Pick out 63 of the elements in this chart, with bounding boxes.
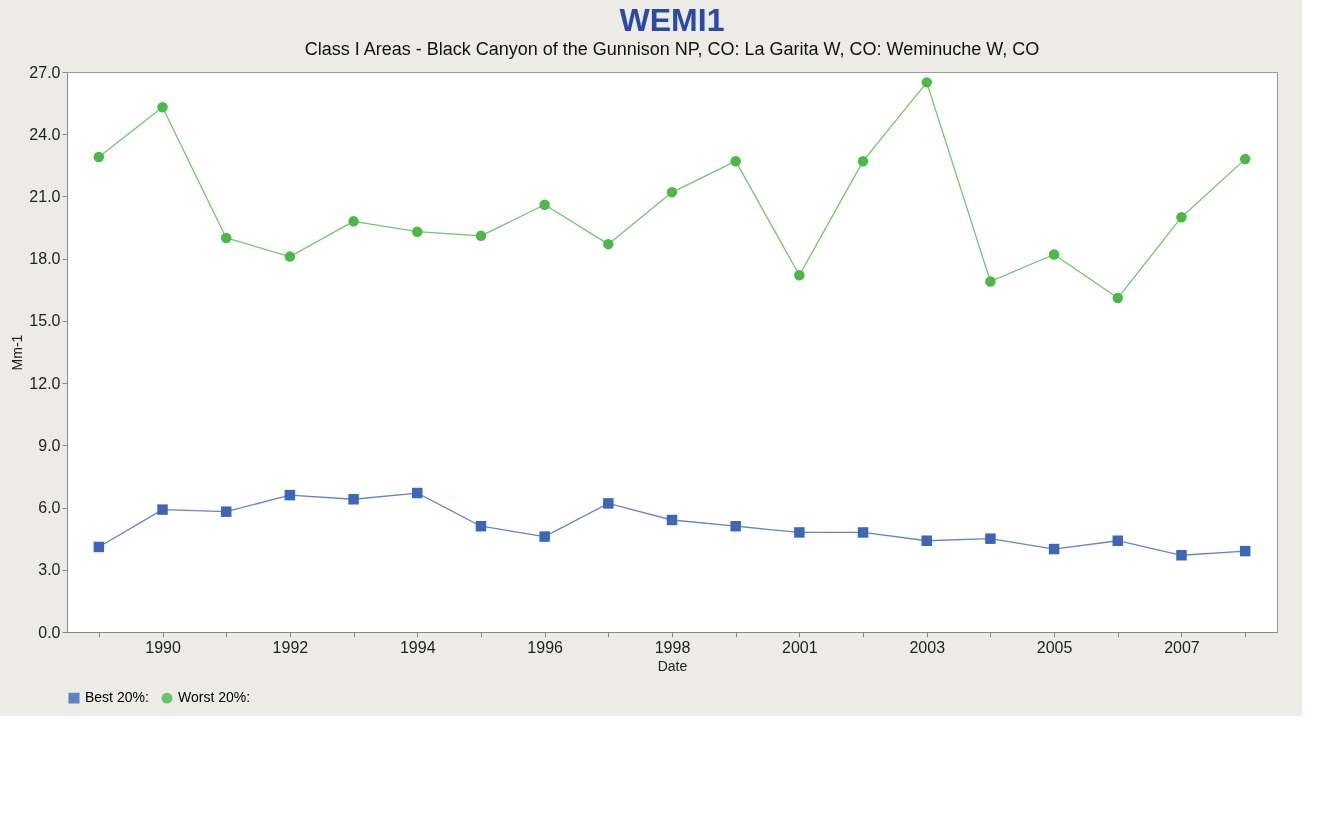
- point: [93, 151, 105, 163]
- point: [921, 77, 932, 88]
- x-tick-label: 1994: [399, 638, 436, 656]
- point: [1239, 153, 1251, 165]
- y-tick-label: 12.0: [29, 374, 61, 392]
- point: [220, 232, 232, 244]
- point: [475, 230, 487, 242]
- point: [921, 535, 932, 546]
- point: [985, 533, 996, 544]
- y-tick-label: 6.0: [38, 499, 61, 517]
- point: [284, 489, 296, 501]
- x-tick-label: 1990: [145, 638, 181, 656]
- chart-subtitle: Class I Areas - Black Canyon of the Gunnison NP, CO: La Garita W, CO: Weminuche W, CO: [304, 39, 1040, 59]
- y-tick-label: 15.0: [29, 312, 61, 330]
- point: [284, 251, 296, 262]
- x-tick-label: 2007: [1164, 638, 1200, 656]
- point: [539, 531, 550, 542]
- x-tick-label: 2005: [1036, 638, 1073, 656]
- point: [1176, 211, 1187, 223]
- point: [93, 541, 105, 553]
- legend-label: Best 20%:: [85, 689, 149, 706]
- point: [666, 187, 678, 198]
- point: [794, 270, 805, 281]
- x-tick-label: 1992: [272, 638, 309, 656]
- point: [412, 487, 423, 499]
- point: [220, 506, 232, 517]
- point: [1048, 249, 1060, 260]
- x-tick-label: 2001: [782, 638, 818, 656]
- y-tick-label: 9.0: [38, 436, 61, 454]
- y-tick-label: 21.0: [29, 187, 61, 205]
- x-tick-label: 2003: [909, 638, 946, 656]
- point: [157, 102, 168, 113]
- point: [730, 520, 741, 532]
- point: [1112, 292, 1124, 304]
- point: [1239, 545, 1251, 557]
- x-axis-title: Date: [657, 657, 688, 674]
- y-tick-label: 18.0: [29, 250, 61, 268]
- point: [412, 226, 423, 237]
- point: [666, 514, 678, 526]
- y-tick-label: 27.0: [29, 63, 61, 81]
- point: [348, 494, 359, 505]
- x-tick-label: 1998: [654, 638, 691, 656]
- point: [730, 155, 741, 167]
- point: [157, 504, 168, 515]
- point: [857, 155, 869, 167]
- x-tick-label: 1996: [527, 638, 564, 656]
- chart-title: WEMI1: [619, 2, 725, 38]
- y-axis-title: Mm-1: [9, 334, 26, 371]
- point: [348, 216, 359, 227]
- point: [857, 527, 869, 538]
- point: [794, 527, 805, 538]
- point: [475, 520, 487, 532]
- y-tick-label: 0.0: [38, 623, 61, 641]
- point: [1176, 550, 1187, 561]
- point: [1112, 535, 1124, 546]
- y-tick-label: 3.0: [38, 561, 61, 579]
- point: [985, 276, 996, 287]
- point: [1048, 543, 1060, 555]
- point: [603, 238, 614, 250]
- y-tick-label: 24.0: [29, 125, 61, 143]
- point: [539, 199, 550, 210]
- point: [603, 498, 614, 509]
- legend-label: Worst 20%:: [178, 689, 251, 706]
